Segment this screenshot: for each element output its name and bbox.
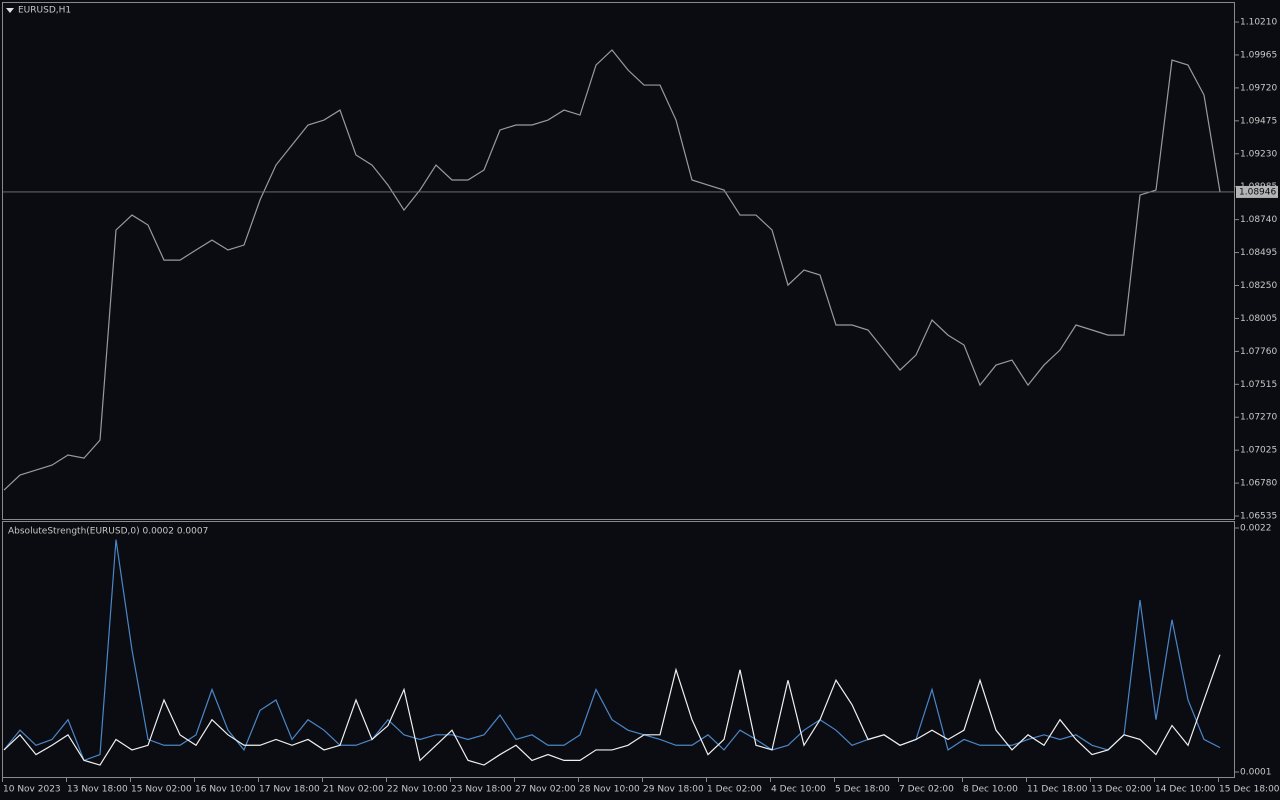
x-tick-label: 17 Nov 18:00 [259, 785, 320, 795]
price-panel [2, 2, 1235, 520]
y-tick-label: 1.10210 [1240, 18, 1277, 28]
y-tick-label: 1.06535 [1240, 512, 1277, 522]
y-tick-label: 1.09965 [1240, 50, 1277, 60]
series-line [3, 539, 1221, 762]
y-tick-label: 1.07515 [1240, 380, 1277, 390]
x-tick-label: 13 Dec 02:00 [1091, 785, 1152, 795]
x-tick-label: 7 Dec 02:00 [899, 785, 954, 795]
x-tick-label: 22 Nov 10:00 [387, 785, 448, 795]
y-tick-label: 1.06780 [1240, 479, 1277, 489]
y-tick-label: 1.07760 [1240, 347, 1277, 357]
y-tick-label: 0.0001 [1240, 768, 1272, 778]
y-tick-label: 1.08495 [1240, 248, 1277, 258]
x-tick-label: 28 Nov 10:00 [579, 785, 640, 795]
x-tick-label: 14 Dec 10:00 [1155, 785, 1216, 795]
symbol-title: EURUSD,H1 [18, 6, 71, 16]
x-tick-label: 15 Nov 02:00 [131, 785, 192, 795]
x-tick-label: 21 Nov 02:00 [323, 785, 384, 795]
y-tick-label: 1.09720 [1240, 83, 1277, 93]
y-tick-label: 1.07025 [1240, 446, 1277, 456]
menu-arrow[interactable] [6, 8, 14, 13]
x-tick-label: 23 Nov 18:00 [451, 785, 512, 795]
indicator-title: AbsoluteStrength(EURUSD,0) 0.0002 0.0007 [8, 527, 208, 537]
x-tick-label: 29 Nov 18:00 [643, 785, 704, 795]
y-tick-label: 1.08005 [1240, 314, 1277, 324]
x-tick-label: 27 Nov 02:00 [515, 785, 576, 795]
y-tick-label: 1.09475 [1240, 116, 1277, 126]
y-tick-label: 1.08250 [1240, 281, 1277, 291]
x-tick-label: 13 Nov 18:00 [67, 785, 128, 795]
y-tick-label: 1.07270 [1240, 413, 1277, 423]
y-tick-label: 0.0022 [1240, 524, 1272, 534]
x-tick-label: 1 Dec 02:00 [707, 785, 762, 795]
series-line [3, 49, 1221, 491]
y-tick-label: 1.09230 [1240, 149, 1277, 159]
current-price-box [1236, 185, 1278, 198]
x-tick-label: 11 Dec 18:00 [1027, 785, 1088, 795]
x-tick-label: 16 Nov 10:00 [195, 785, 256, 795]
x-tick-label: 4 Dec 10:00 [771, 785, 826, 795]
x-tick-label: 8 Dec 10:00 [963, 785, 1018, 795]
indicator-panel [2, 521, 1235, 778]
x-tick-label: 5 Dec 18:00 [835, 785, 890, 795]
x-tick-label: 15 Dec 18:00 [1219, 785, 1280, 795]
x-tick-label: 10 Nov 2023 [3, 785, 61, 795]
y-tick-label: 1.08740 [1240, 215, 1277, 225]
current-price-label: 1.08946 [1239, 187, 1276, 197]
series-line [3, 654, 1221, 766]
